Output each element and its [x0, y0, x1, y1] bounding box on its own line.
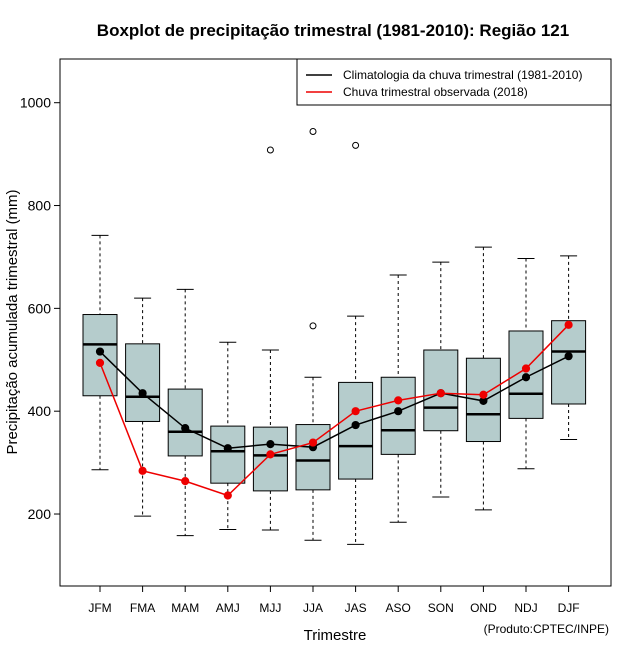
box-fma: [125, 297, 161, 517]
box-ond: [465, 246, 501, 511]
x-tick-label: MJJ: [259, 601, 281, 615]
chart-title: Boxplot de precipitação trimestral (1981…: [97, 21, 569, 40]
box-aso: [380, 274, 416, 523]
series-point: [223, 444, 232, 453]
series-point: [308, 438, 318, 447]
box-iqr: [295, 424, 331, 491]
series-observed: [95, 320, 573, 500]
series-point: [138, 389, 147, 398]
series-point: [394, 396, 403, 405]
box-ndj: [508, 257, 544, 470]
outlier-point: [266, 146, 274, 154]
outlier-point: [309, 127, 317, 135]
series-layer: [95, 320, 573, 500]
y-axis: 200 400 600 800 1000: [20, 95, 60, 522]
box-mam: [167, 288, 203, 537]
outlier-point: [352, 141, 360, 149]
series-point: [394, 407, 403, 416]
y-tick-label: 800: [28, 198, 52, 214]
box-djf: [551, 255, 587, 440]
x-axis-label: Trimestre: [304, 627, 367, 644]
series-point: [564, 352, 573, 361]
series-point: [436, 389, 445, 398]
series-point: [351, 420, 360, 430]
x-tick-label: ASO: [386, 601, 411, 615]
box-amj: [210, 341, 246, 530]
series-point: [95, 347, 105, 356]
y-tick-label: 1000: [20, 95, 51, 111]
legend-label-observed: Chuva trimestral observada (2018): [343, 85, 528, 99]
x-tick-label: JFM: [88, 601, 111, 615]
series-point: [351, 407, 360, 416]
legend-label-climatology: Climatologia da chuva trimestral (1981-2…: [343, 68, 582, 82]
box-iqr: [125, 343, 161, 422]
x-tick-label: JAS: [345, 601, 367, 615]
series-point: [223, 491, 232, 500]
series-point: [181, 424, 190, 433]
series-point: [521, 364, 531, 373]
legend: Climatologia da chuva trimestral (1981-2…: [296, 58, 612, 106]
product-credit: (Produto:CPTEC/INPE): [484, 622, 609, 636]
box-jas: [338, 141, 374, 545]
x-tick-label: NDJ: [514, 601, 537, 615]
y-tick-label: 200: [28, 506, 52, 522]
series-point: [266, 450, 275, 459]
series-point: [521, 373, 531, 382]
x-tick-label: OND: [470, 601, 497, 615]
legend-box: [296, 58, 612, 106]
box-mjj: [252, 146, 288, 531]
y-tick-label: 400: [28, 403, 52, 419]
series-line: [99, 324, 570, 497]
x-tick-label: SON: [428, 601, 454, 615]
x-tick-label: DJF: [558, 601, 580, 615]
series-point: [479, 390, 488, 399]
series-point: [138, 466, 147, 475]
series-point: [95, 358, 105, 367]
x-tick-label: MAM: [171, 601, 199, 615]
box-son: [423, 261, 459, 498]
series-point: [181, 477, 190, 486]
box-iqr: [380, 376, 416, 455]
boxes-layer: [82, 127, 587, 545]
x-tick-label: JJA: [303, 601, 323, 615]
y-axis-label: Precipitação acumulada trimestral (mm): [4, 189, 21, 454]
series-point: [266, 439, 275, 449]
outlier-point: [309, 322, 317, 330]
x-tick-label: FMA: [130, 601, 155, 615]
box-iqr: [167, 388, 203, 457]
box-iqr: [210, 425, 246, 484]
series-point: [564, 320, 573, 329]
box-jja: [295, 127, 331, 541]
x-axis: JFM FMA MAM AMJ MJJ JJA JAS ASO SON OND NDJ DJF: [88, 586, 580, 615]
box-iqr: [252, 426, 288, 492]
series-line: [99, 351, 569, 449]
y-tick-label: 600: [28, 300, 52, 316]
x-tick-label: AMJ: [216, 601, 240, 615]
